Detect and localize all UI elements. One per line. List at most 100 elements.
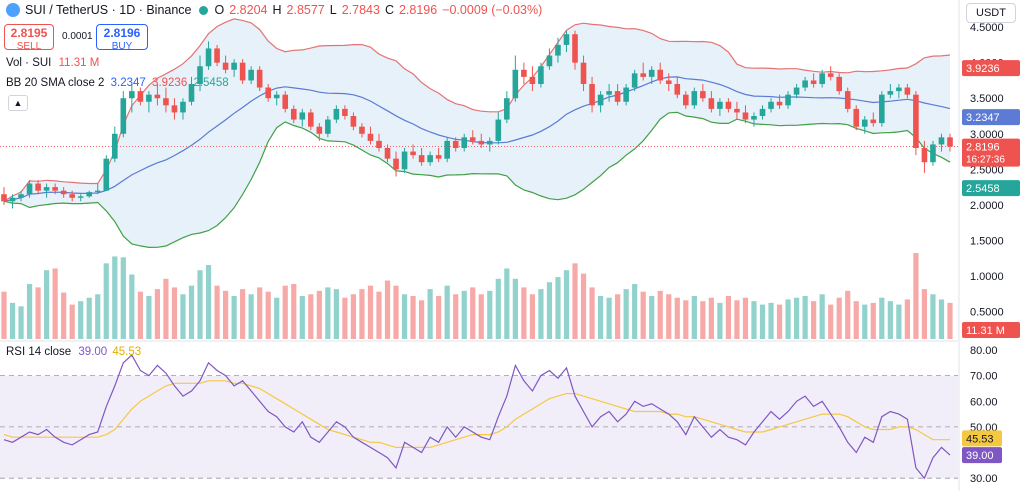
candle-body — [913, 94, 919, 148]
volume-bar — [768, 302, 774, 339]
volume-bar — [453, 294, 459, 339]
volume-bar — [725, 296, 732, 339]
change-value: −0.0009 (−0.03%) — [442, 3, 543, 17]
rsi-ma-label: 45.53 — [966, 433, 994, 445]
candle-body — [239, 62, 246, 81]
volume-bar — [436, 296, 442, 339]
volume-bar — [555, 277, 561, 339]
price-tick-label: 1.5000 — [970, 235, 1004, 247]
candle-body — [640, 73, 646, 77]
bb-legend[interactable]: BB 20 SMA close 2 3.2347 3.9236 2.5458 — [6, 77, 229, 89]
rsi-tick-label: 60.00 — [970, 396, 998, 408]
volume-bar — [793, 297, 800, 339]
low-label: L — [329, 3, 337, 17]
volume-bar — [137, 291, 143, 339]
candle-body — [844, 91, 851, 109]
volume-bar — [282, 285, 288, 339]
open-label: O — [214, 3, 225, 17]
volume-bar — [376, 291, 382, 339]
volume-bar — [419, 300, 425, 339]
volume-bar — [9, 302, 16, 339]
volume-bar — [69, 304, 75, 339]
volume-legend-name: Vol · SUI — [6, 57, 52, 69]
candle-body — [751, 116, 757, 120]
volume-bar — [384, 280, 391, 339]
candle-body — [171, 105, 178, 113]
volume-bar — [188, 285, 195, 339]
volume-bar — [811, 301, 817, 339]
rsi-legend[interactable]: RSI 14 close 39.00 45.53 — [6, 346, 141, 358]
bb-basis-line — [3, 76, 951, 202]
price-tick-label: 3.5000 — [970, 93, 1004, 105]
candle-body — [231, 62, 237, 70]
candle-body — [308, 112, 314, 127]
candle-body — [52, 187, 58, 191]
candle-body — [333, 108, 340, 120]
candle-body — [367, 133, 374, 141]
candle-body — [538, 66, 544, 84]
last-price-label-bg — [962, 138, 1020, 167]
rsi-tick-label: 70.00 — [970, 371, 998, 383]
candle-body — [418, 155, 425, 163]
volume-bar — [333, 289, 339, 339]
volume-bar — [879, 297, 885, 339]
price-tick-label: 2.0000 — [970, 200, 1004, 212]
volume-bar — [921, 289, 928, 339]
candle-body — [18, 194, 24, 198]
volume-legend-value: 11.31 M — [58, 57, 100, 69]
candle-body — [555, 44, 561, 56]
candle-body — [299, 112, 306, 120]
volume-bar — [95, 294, 101, 339]
volume-bar — [666, 294, 672, 339]
currency-button[interactable]: USDT — [966, 3, 1016, 23]
candle-body — [111, 133, 118, 159]
candle-body — [589, 84, 595, 106]
candle-body — [427, 155, 433, 163]
volume-bar — [683, 300, 689, 339]
symbol-title[interactable]: SUI / TetherUS · 1D · Binance — [25, 3, 192, 17]
volume-bar — [623, 289, 629, 339]
volume-bar — [521, 287, 527, 339]
candle-body — [290, 108, 297, 120]
volume-bar — [478, 294, 484, 339]
candle-body — [214, 48, 220, 63]
candle-body — [273, 94, 280, 99]
volume-bar — [785, 299, 791, 339]
volume-bar — [393, 285, 399, 339]
candle-body — [461, 137, 468, 148]
candle-body — [77, 196, 84, 198]
volume-bar — [504, 268, 510, 339]
sell-button[interactable]: 2.8195 SELL — [4, 24, 54, 52]
last-price-label: 2.8196 — [966, 142, 1000, 154]
volume-bar — [231, 296, 237, 339]
candle-body — [819, 73, 825, 84]
bb-upper-price-label-bg — [962, 60, 1020, 77]
volume-legend[interactable]: Vol · SUI 11.31 M — [6, 57, 99, 69]
volume-bar — [274, 297, 280, 339]
buy-button[interactable]: 2.8196 BUY — [96, 24, 148, 52]
candle-body — [265, 87, 271, 99]
candle-body — [469, 137, 476, 141]
candle-body — [768, 101, 774, 109]
volume-bar — [904, 299, 910, 339]
candle-body — [69, 194, 75, 198]
volume-bar — [427, 289, 433, 339]
candle-body — [282, 94, 289, 109]
candle-body — [734, 108, 740, 113]
candle-body — [836, 76, 843, 92]
volume-bar — [470, 287, 476, 339]
collapse-legend-icon[interactable]: ▲ — [8, 95, 28, 111]
rsi-line — [3, 354, 951, 480]
volume-bar — [862, 304, 868, 339]
volume-bar — [316, 290, 322, 339]
candle-body — [26, 183, 33, 195]
candle-body — [930, 144, 936, 163]
volume-bar — [546, 282, 553, 339]
rsi-ma-label-bg — [962, 430, 1002, 447]
candle-body — [700, 91, 706, 99]
rsi-legend-ma: 45.53 — [112, 346, 142, 358]
volume-bar — [308, 294, 314, 339]
candle-body — [614, 91, 621, 102]
